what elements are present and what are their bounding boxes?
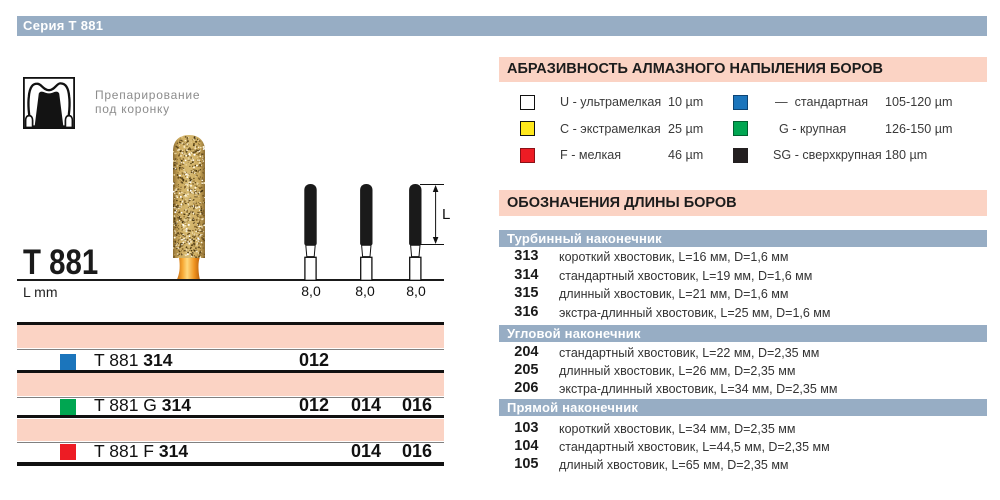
svg-text:L: L: [442, 206, 450, 223]
